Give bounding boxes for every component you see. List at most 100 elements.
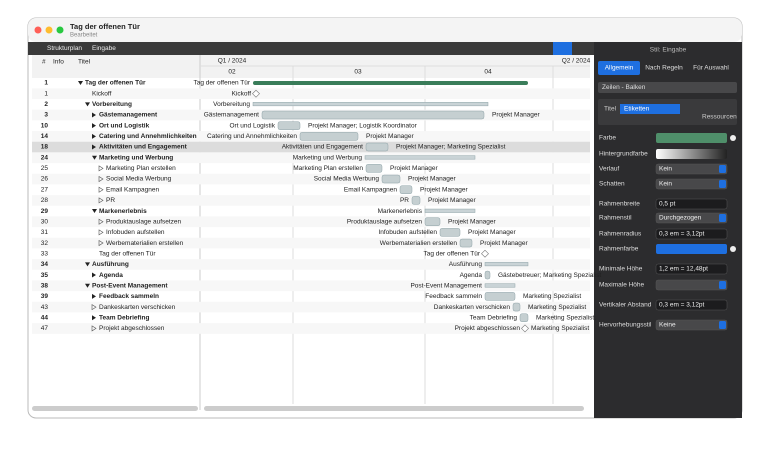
- tab[interactable]: Allgemein: [605, 65, 634, 72]
- gantt-label: Catering und Annehmlichkeiten: [207, 133, 297, 140]
- row-title[interactable]: Post-Event Management: [92, 282, 168, 289]
- row-number: 1: [44, 90, 48, 97]
- subtab[interactable]: Ressourcen: [702, 114, 737, 121]
- row-title[interactable]: Vorbereitung: [92, 101, 132, 108]
- selector-text[interactable]: Zeilen - Balken: [602, 84, 646, 91]
- popup[interactable]: [655, 319, 728, 331]
- row-band: [32, 280, 590, 292]
- disclosure-closed[interactable]: [92, 315, 96, 321]
- property-label: Rahmenstil: [599, 215, 632, 222]
- disclosure-open[interactable]: [92, 155, 97, 160]
- row-number: 1: [44, 80, 48, 87]
- property-label: Rahmenfarbe: [599, 246, 639, 253]
- subtab-selected[interactable]: [620, 104, 680, 114]
- row-band: [32, 195, 590, 206]
- inspector-toggle[interactable]: [553, 42, 572, 55]
- row-title[interactable]: Markenerlebnis: [99, 208, 147, 215]
- disclosure-open[interactable]: [85, 283, 90, 288]
- scrollbar[interactable]: [204, 406, 584, 411]
- disclosure-closed[interactable]: [92, 293, 96, 299]
- row-title[interactable]: Infobuden aufstellen: [106, 229, 165, 236]
- row-title[interactable]: Produktauslage aufsetzen: [106, 218, 182, 225]
- popup[interactable]: [655, 212, 728, 224]
- zoom-button[interactable]: [56, 26, 64, 34]
- row-title[interactable]: Ausführung: [92, 261, 129, 268]
- row-band: [32, 301, 590, 313]
- row-title[interactable]: Email Kampagnen: [106, 186, 159, 193]
- row-title[interactable]: Team Debriefing: [99, 314, 149, 321]
- minimize-button[interactable]: [45, 26, 53, 34]
- row-title[interactable]: Werbematerialien erstellen: [106, 240, 184, 247]
- color-well[interactable]: [656, 149, 727, 159]
- row-title[interactable]: Tag der offenen Tür: [85, 80, 146, 87]
- popup[interactable]: [655, 163, 728, 175]
- disclosure-closed[interactable]: [92, 144, 96, 150]
- disclosure-closed[interactable]: [92, 123, 96, 129]
- color-well[interactable]: [656, 133, 727, 143]
- group-bar: [484, 262, 529, 267]
- row-title[interactable]: Agenda: [99, 272, 123, 279]
- quarter: Q1 / 2024: [218, 58, 247, 65]
- task-bar: [459, 238, 473, 248]
- disclosure-open[interactable]: [78, 81, 83, 85]
- scrollbar[interactable]: [32, 406, 198, 411]
- row-number: 44: [41, 314, 49, 321]
- row-title[interactable]: Aktivitäten und Engagement: [99, 144, 188, 151]
- disclosure-closed[interactable]: [92, 112, 96, 118]
- row-title[interactable]: Ort und Logistik: [99, 122, 150, 129]
- row-number: 43: [41, 304, 49, 311]
- gantt-label: Dankeskarten verschicken: [434, 304, 511, 311]
- row-title[interactable]: Marketing und Werbung: [99, 154, 173, 161]
- row-number: 26: [41, 176, 49, 183]
- row-title[interactable]: Kickoff: [92, 90, 112, 97]
- row-number: 14: [41, 133, 49, 140]
- row-title[interactable]: Projekt abgeschlossen: [99, 325, 165, 332]
- resource-label: Projekt Manager: [480, 240, 529, 247]
- tab-selected[interactable]: [598, 61, 640, 75]
- disclosure-open[interactable]: [85, 262, 90, 267]
- field[interactable]: [655, 263, 728, 275]
- clear-button[interactable]: [730, 246, 736, 252]
- clear-button[interactable]: [730, 135, 736, 141]
- color-well[interactable]: [656, 244, 727, 254]
- row-title[interactable]: Feedback sammeln: [99, 293, 159, 300]
- row-title[interactable]: Marketing Plan erstellen: [106, 165, 176, 172]
- disclosure-closed[interactable]: [92, 133, 96, 139]
- row-number: 2: [44, 101, 48, 108]
- popup[interactable]: [655, 178, 728, 190]
- subtab[interactable]: Titel: [604, 106, 617, 113]
- field[interactable]: [655, 228, 728, 240]
- week: 03: [354, 69, 362, 76]
- tab[interactable]: Nach Regeln: [645, 65, 683, 72]
- breadcrumb[interactable]: Strukturplan: [47, 45, 82, 52]
- close-button[interactable]: [34, 26, 42, 34]
- subtab[interactable]: Etiketten: [624, 106, 650, 113]
- selector[interactable]: [598, 82, 737, 93]
- popup[interactable]: [655, 279, 728, 291]
- gantt-label: Produktauslage aufsetzen: [347, 218, 423, 225]
- field[interactable]: [655, 198, 728, 210]
- resource-label: Gästebetreuer; Marketing Spezialist: [498, 272, 602, 279]
- property-value: Kein: [659, 181, 672, 188]
- field[interactable]: [655, 299, 728, 311]
- group-bar: [252, 102, 489, 107]
- row-title[interactable]: Dankeskarten verschicken: [99, 304, 176, 311]
- row-title[interactable]: Tag der offenen Tür: [99, 250, 156, 257]
- row-title[interactable]: Social Media Werbung: [106, 176, 172, 183]
- row-number: 33: [41, 250, 49, 257]
- resource-label: Projekt Manager: [408, 176, 457, 183]
- breadcrumb[interactable]: Eingabe: [92, 45, 116, 52]
- disclosure-open[interactable]: [85, 102, 90, 107]
- row-title[interactable]: Gästemanagement: [99, 112, 158, 119]
- group-bar: [484, 283, 516, 288]
- tab[interactable]: Für Auswahl: [693, 65, 729, 72]
- disclosure-closed[interactable]: [92, 272, 96, 278]
- gantt-label: Gästemanagement: [204, 112, 259, 119]
- row-title[interactable]: Catering und Annehmlichkeiten: [99, 133, 197, 140]
- popup-arrow: [719, 180, 726, 188]
- window-subtitle: Bearbeitet: [70, 33, 98, 39]
- row-band: [32, 173, 590, 185]
- row-title[interactable]: PR: [106, 197, 115, 204]
- popup-arrow: [719, 165, 726, 173]
- disclosure-open[interactable]: [92, 209, 97, 214]
